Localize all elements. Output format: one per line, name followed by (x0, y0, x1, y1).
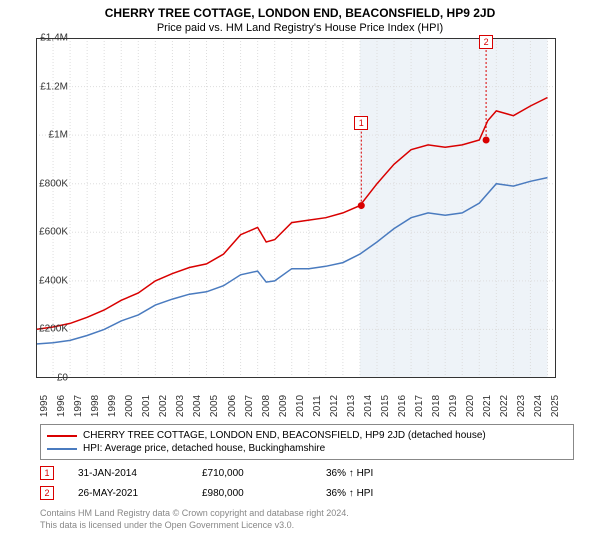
chart-container: CHERRY TREE COTTAGE, LONDON END, BEACONS… (0, 0, 600, 560)
x-axis-label: 2010 (295, 395, 306, 417)
x-axis-label: 2012 (329, 395, 340, 417)
x-axis-label: 2007 (244, 395, 255, 417)
x-axis-label: 2006 (227, 395, 238, 417)
sale-price: £980,000 (202, 488, 302, 499)
chart-subtitle: Price paid vs. HM Land Registry's House … (0, 20, 600, 38)
sale-row: 2 26-MAY-2021 £980,000 36% ↑ HPI (40, 486, 600, 500)
x-axis-label: 2001 (141, 395, 152, 417)
x-axis-label: 2004 (192, 395, 203, 417)
x-axis-label: 2011 (312, 395, 323, 417)
x-axis-label: 2002 (158, 395, 169, 417)
x-axis-label: 2003 (175, 395, 186, 417)
x-axis-label: 2020 (465, 395, 476, 417)
sale-price: £710,000 (202, 468, 302, 479)
chart-marker-box: 2 (479, 35, 493, 49)
y-axis-label: £200K (28, 324, 68, 335)
x-axis-label: 2022 (499, 395, 510, 417)
x-axis-label: 2021 (482, 395, 493, 417)
chart-area: 12£0£200K£400K£600K£800K£1M£1.2M£1.4M199… (36, 38, 596, 418)
y-axis-label: £1.4M (28, 33, 68, 44)
chart-title: CHERRY TREE COTTAGE, LONDON END, BEACONS… (0, 0, 600, 20)
attribution-line: Contains HM Land Registry data © Crown c… (40, 508, 600, 520)
x-axis-label: 2008 (261, 395, 272, 417)
x-axis-label: 2000 (124, 395, 135, 417)
x-axis-label: 1998 (90, 395, 101, 417)
sale-row: 1 31-JAN-2014 £710,000 36% ↑ HPI (40, 466, 600, 480)
legend-item: CHERRY TREE COTTAGE, LONDON END, BEACONS… (47, 429, 567, 442)
x-axis-label: 2024 (533, 395, 544, 417)
legend-swatch (47, 448, 77, 450)
attribution-line: This data is licensed under the Open Gov… (40, 520, 600, 532)
y-axis-label: £400K (28, 275, 68, 286)
x-axis-label: 1995 (39, 395, 50, 417)
line-chart-svg (36, 38, 556, 378)
x-axis-label: 2016 (397, 395, 408, 417)
sale-date: 26-MAY-2021 (78, 488, 178, 499)
y-axis-label: £600K (28, 227, 68, 238)
legend-item: HPI: Average price, detached house, Buck… (47, 442, 567, 455)
x-axis-label: 2023 (516, 395, 527, 417)
attribution-text: Contains HM Land Registry data © Crown c… (40, 508, 600, 531)
x-axis-label: 2019 (448, 395, 459, 417)
x-axis-label: 2014 (363, 395, 374, 417)
x-axis-label: 1997 (73, 395, 84, 417)
x-axis-label: 2009 (278, 395, 289, 417)
y-axis-label: £1.2M (28, 81, 68, 92)
legend-swatch (47, 435, 77, 437)
x-axis-label: 1996 (56, 395, 67, 417)
legend-label: HPI: Average price, detached house, Buck… (83, 443, 325, 454)
sale-index-box: 1 (40, 466, 54, 480)
y-axis-label: £1M (28, 130, 68, 141)
y-axis-label: £800K (28, 178, 68, 189)
x-axis-label: 1999 (107, 395, 118, 417)
sale-delta: 36% ↑ HPI (326, 468, 426, 479)
legend: CHERRY TREE COTTAGE, LONDON END, BEACONS… (40, 424, 574, 460)
x-axis-label: 2013 (346, 395, 357, 417)
sale-date: 31-JAN-2014 (78, 468, 178, 479)
legend-label: CHERRY TREE COTTAGE, LONDON END, BEACONS… (83, 430, 486, 441)
x-axis-label: 2025 (550, 395, 561, 417)
y-axis-label: £0 (28, 373, 68, 384)
chart-marker-box: 1 (354, 116, 368, 130)
x-axis-label: 2018 (431, 395, 442, 417)
x-axis-label: 2015 (380, 395, 391, 417)
sale-index-box: 2 (40, 486, 54, 500)
x-axis-label: 2017 (414, 395, 425, 417)
sale-delta: 36% ↑ HPI (326, 488, 426, 499)
x-axis-label: 2005 (209, 395, 220, 417)
